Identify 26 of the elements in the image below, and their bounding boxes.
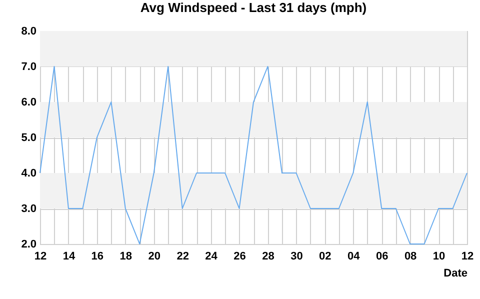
x-tick-label: 26 <box>234 250 246 262</box>
x-tick-label: 18 <box>120 250 132 262</box>
x-tick-label: 02 <box>319 250 332 262</box>
y-tick-label: 8.0 <box>21 26 36 38</box>
y-tick-label: 4.0 <box>21 168 36 180</box>
x-tick-label: 20 <box>148 250 160 262</box>
y-tick-label: 6.0 <box>21 96 36 108</box>
x-tick-label: 12 <box>34 250 47 262</box>
x-tick-label: 16 <box>91 250 104 262</box>
line-series <box>40 66 468 244</box>
x-tick-label: 10 <box>432 250 446 262</box>
x-tick-label: 30 <box>290 250 303 262</box>
x-tick-label: 04 <box>348 250 361 262</box>
chart-title: Avg Windspeed - Last 31 days (mph) <box>140 0 367 15</box>
y-tick-label: 5.0 <box>21 132 36 144</box>
x-tick-label: 08 <box>404 250 417 262</box>
x-tick-label: 24 <box>205 250 218 262</box>
x-tick-label: 28 <box>262 250 274 262</box>
x-tick-label: 14 <box>62 250 76 262</box>
x-tick-label: 22 <box>176 250 189 262</box>
y-tick-label: 2.0 <box>21 238 36 250</box>
y-tick-label: 7.0 <box>21 61 36 73</box>
y-tick-label: 3.0 <box>21 203 36 215</box>
x-tick-label: 12 <box>461 250 474 262</box>
x-axis-title: Date <box>444 268 468 280</box>
x-tick-label: 06 <box>376 250 388 262</box>
